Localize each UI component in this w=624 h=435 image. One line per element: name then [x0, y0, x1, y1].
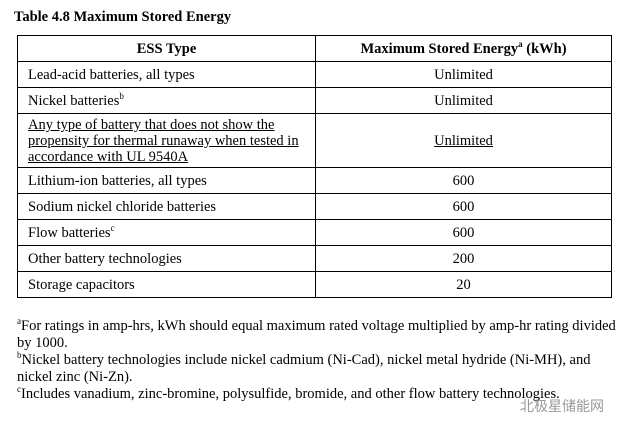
type-text: Lead-acid batteries, all types	[28, 66, 195, 83]
energy-cell: 600	[315, 167, 612, 194]
table: ESS Type Maximum Stored Energya (kWh) Le…	[16, 35, 612, 298]
table-row: Lithium-ion batteries, all types 600	[16, 167, 612, 194]
footnote-text: For ratings in amp-hrs, kWh should equal…	[17, 318, 616, 351]
type-text: Storage capacitors	[28, 276, 135, 293]
type-text: Other battery technologies	[28, 250, 182, 267]
energy-cell: 200	[315, 245, 612, 272]
energy-text: 20	[456, 276, 471, 293]
type-cell: Flow batteriesc	[16, 219, 317, 246]
footnote-ref: c	[110, 222, 115, 233]
type-cell: Other battery technologies	[16, 245, 317, 272]
energy-cell: 20	[315, 271, 612, 298]
footnote: cIncludes vanadium, zinc-bromine, polysu…	[17, 384, 617, 403]
type-text: Nickel batteries	[28, 92, 120, 109]
header-text: ESS Type	[136, 40, 197, 57]
header-text: Maximum Stored Energy	[360, 40, 519, 57]
type-cell: Any type of battery that does not show t…	[16, 113, 317, 168]
type-cell: Lead-acid batteries, all types	[16, 61, 317, 88]
type-cell: Lithium-ion batteries, all types	[16, 167, 317, 194]
energy-text: Unlimited	[434, 133, 493, 149]
type-text: Sodium nickel chloride batteries	[28, 198, 217, 215]
watermark: 北极星储能网	[520, 399, 604, 415]
footnote: aFor ratings in amp-hrs, kWh should equa…	[17, 316, 617, 352]
type-text: Any type of battery that does not show t…	[28, 117, 299, 165]
footnote-mark: a	[17, 316, 21, 327]
table-row: Flow batteriesc 600	[16, 219, 612, 246]
header-row: ESS Type Maximum Stored Energya (kWh)	[16, 35, 612, 62]
type-cell: Nickel batteriesb	[16, 87, 317, 114]
energy-cell: Unlimited	[315, 87, 612, 114]
energy-cell: 600	[315, 193, 612, 220]
table-row: Storage capacitors 20	[16, 271, 612, 298]
energy-text: 600	[452, 198, 475, 215]
energy-cell: 600	[315, 219, 612, 246]
footnote-ref: b	[119, 90, 124, 101]
table-row: Lead-acid batteries, all types Unlimited	[16, 61, 612, 88]
table-row: Any type of battery that does not show t…	[16, 113, 612, 168]
type-cell: Storage capacitors	[16, 271, 317, 298]
table-row: Other battery technologies 200	[16, 245, 612, 272]
energy-cell: Unlimited	[315, 113, 612, 168]
header-cell: Maximum Stored Energya (kWh)	[315, 35, 612, 62]
energy-text: 200	[452, 250, 475, 267]
footnote-ref: a	[518, 38, 523, 49]
type-text: Flow batteries	[28, 224, 111, 241]
footnotes: aFor ratings in amp-hrs, kWh should equa…	[17, 316, 617, 403]
table-row: Nickel batteriesb Unlimited	[16, 87, 612, 114]
header-cell: ESS Type	[16, 35, 317, 62]
footnote-mark: b	[17, 350, 22, 361]
energy-text: 600	[452, 224, 475, 241]
type-cell: Sodium nickel chloride batteries	[16, 193, 317, 220]
table-row: Sodium nickel chloride batteries 600	[16, 193, 612, 220]
footnote-mark: c	[17, 384, 21, 395]
footnote: bNickel battery technologies include nic…	[17, 350, 617, 386]
footnote-text: Includes vanadium, zinc-bromine, polysul…	[21, 386, 560, 402]
energy-cell: Unlimited	[315, 61, 612, 88]
footnote-text: Nickel battery technologies include nick…	[17, 352, 591, 385]
energy-text: Unlimited	[434, 92, 493, 109]
type-text: Lithium-ion batteries, all types	[28, 172, 207, 189]
header-unit: (kWh)	[522, 40, 567, 57]
energy-text: Unlimited	[434, 66, 493, 83]
energy-text: 600	[452, 172, 475, 189]
table-title: Table 4.8 Maximum Stored Energy	[14, 9, 232, 25]
